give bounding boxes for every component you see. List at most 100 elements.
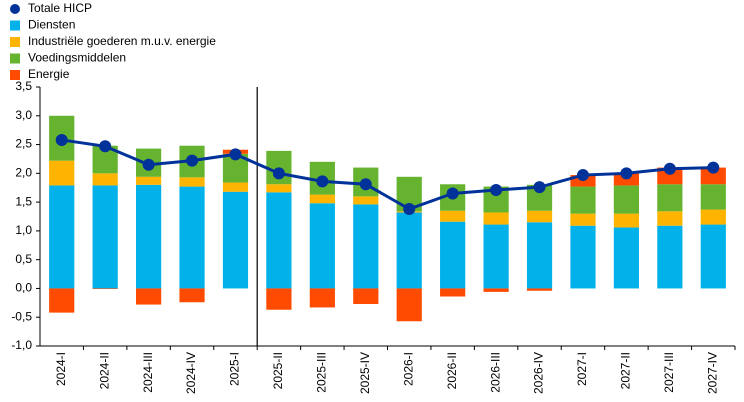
legend-swatch <box>10 70 20 80</box>
bar-segment <box>353 204 379 289</box>
bar-segment <box>135 176 162 185</box>
y-tick-label: -0,5 <box>11 309 32 323</box>
x-tick-label: 2027-IV <box>705 352 719 394</box>
legend-marker <box>10 4 20 14</box>
x-tick-label: 2026-IV <box>532 352 546 394</box>
bar-segment <box>700 209 726 225</box>
legend-label: Totale HICP <box>28 1 92 15</box>
y-tick-label: 3,5 <box>15 79 32 93</box>
bar-segment <box>266 184 292 193</box>
bar-segment <box>396 288 422 322</box>
bar-segment <box>353 288 379 304</box>
bar-segment <box>135 184 162 289</box>
x-tick-label: 2024-II <box>97 352 111 389</box>
bar-segment <box>440 288 466 297</box>
bar-segment <box>222 182 249 192</box>
legend-swatch <box>10 37 20 47</box>
bar-segment <box>92 185 118 289</box>
bar-segment <box>526 210 553 223</box>
bar-segment <box>92 173 118 186</box>
bar-segment <box>135 288 162 305</box>
x-tick-label: 2024-IV <box>184 352 198 394</box>
bar-segment <box>526 288 553 291</box>
bar-segment <box>179 186 205 289</box>
bar-segment <box>179 177 205 187</box>
bar-segment <box>657 167 683 185</box>
bar-segment <box>222 191 249 289</box>
bar-segment <box>570 225 596 289</box>
legend-label: Diensten <box>28 18 75 32</box>
bar-segment <box>49 185 75 289</box>
bar-segment <box>570 213 596 226</box>
y-tick-label: 1,0 <box>15 223 32 237</box>
y-tick-label: -1,0 <box>11 338 32 352</box>
y-tick-label: 0,5 <box>15 252 32 266</box>
y-tick-label: 3,0 <box>15 108 32 122</box>
point <box>99 140 112 153</box>
point <box>186 154 199 167</box>
legend-label: Industriële goederen m.u.v. energie <box>28 34 216 48</box>
x-tick-label: 2027-III <box>662 352 676 393</box>
bar-segment <box>309 203 335 289</box>
bar-segment <box>613 227 640 289</box>
point <box>316 175 329 188</box>
x-tick-label: 2026-II <box>445 352 459 389</box>
legend-swatch <box>10 20 20 31</box>
point <box>663 162 676 175</box>
line <box>61 138 714 211</box>
bar-segment <box>700 167 726 185</box>
bar-segment <box>570 186 596 214</box>
bar-segment <box>483 288 509 292</box>
x-tick-label: 2027-II <box>619 352 633 389</box>
legend-label: Voedingsmiddelen <box>28 51 126 65</box>
legend-swatch <box>10 53 20 64</box>
bar-segment <box>179 288 205 303</box>
bar-segment <box>657 184 683 212</box>
bar-segment <box>440 221 466 289</box>
point <box>576 169 589 182</box>
x-tick-label: 2024-I <box>54 352 68 386</box>
point <box>707 161 720 174</box>
bar-segment <box>657 225 683 289</box>
x-tick-label: 2026-I <box>401 352 415 386</box>
bar-segment <box>266 192 292 289</box>
legend-label: Energie <box>28 67 70 81</box>
x-tick-label: 2026-III <box>488 352 502 393</box>
bar-segment <box>49 288 75 313</box>
bar-segment <box>657 211 683 226</box>
bar-segment <box>49 160 75 186</box>
bar-segment <box>92 288 118 290</box>
point <box>620 167 633 180</box>
bar-segment <box>353 196 379 205</box>
x-tick-label: 2025-I <box>228 352 242 386</box>
bar-segment <box>700 224 726 289</box>
bar-segment <box>700 184 726 210</box>
y-tick-label: 2,5 <box>15 137 32 151</box>
point <box>446 187 459 200</box>
y-tick-label: 1,5 <box>15 194 32 208</box>
x-tick-label: 2025-III <box>315 352 329 393</box>
point <box>490 184 503 197</box>
bar-segment <box>613 185 640 214</box>
bar-segment <box>396 212 422 289</box>
point <box>403 203 416 216</box>
bar-segment <box>440 210 466 222</box>
point <box>359 178 372 191</box>
x-tick-label: 2025-II <box>271 352 285 389</box>
point <box>55 133 68 146</box>
bar-segment <box>266 288 292 310</box>
x-tick-label: 2024-III <box>141 352 155 393</box>
y-tick-label: 2,0 <box>15 166 32 180</box>
bar-segment <box>483 224 509 289</box>
y-tick-label: 0,0 <box>15 281 32 295</box>
bar-segment <box>309 288 335 308</box>
point <box>272 167 285 180</box>
bar-segment <box>613 213 640 228</box>
bar-segment <box>526 222 553 289</box>
bar-segment <box>483 212 509 225</box>
x-tick-label: 2027-I <box>575 352 589 386</box>
point <box>229 148 242 161</box>
point <box>533 181 546 194</box>
x-tick-label: 2025-IV <box>358 352 372 394</box>
